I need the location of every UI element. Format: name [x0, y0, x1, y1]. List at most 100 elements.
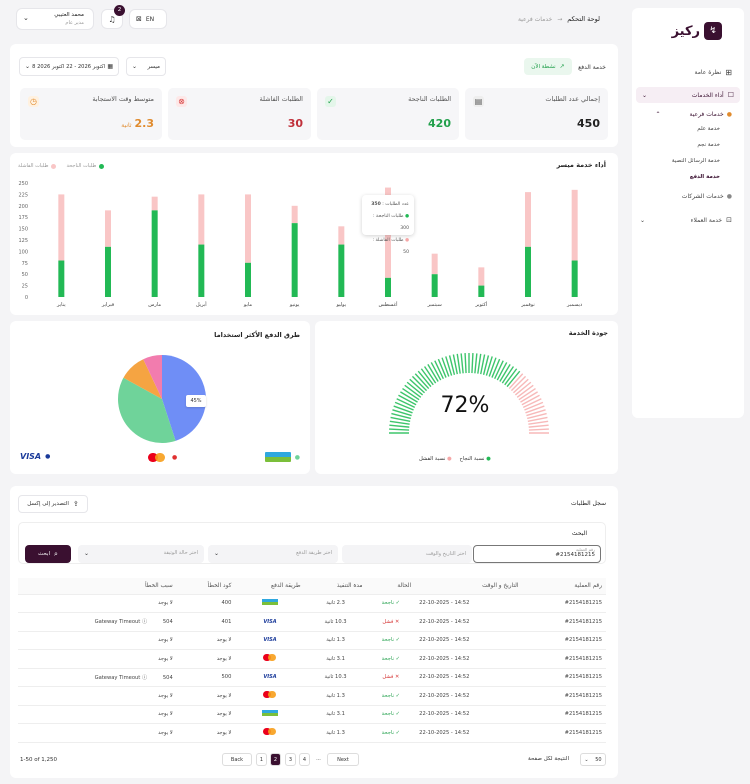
table-row[interactable]: #2154181215 22-10-2025 - 14:52 ✕ فشل 10.3 ث…: [18, 612, 606, 632]
chevron-down-icon: ⌄: [25, 63, 31, 70]
bar-failed[interactable]: [338, 226, 345, 245]
table-row[interactable]: #2154181215 22-10-2025 - 14:52 ✓ ناجحة 3.1 …: [18, 705, 606, 724]
page-button[interactable]: 2: [270, 753, 281, 766]
table-row[interactable]: #2154181215 22-10-2025 - 14:52 ✓ ناجحة 2.3 …: [18, 594, 606, 613]
translate-icon: ⊠: [136, 15, 142, 23]
bar-failed[interactable]: [478, 267, 485, 286]
sidebar-item-elm[interactable]: خدمة علم: [697, 126, 720, 132]
info-icon[interactable]: ⓘ: [142, 674, 148, 681]
column-header[interactable]: مدة التنفيذ: [304, 578, 367, 595]
page-button[interactable]: 4: [299, 753, 310, 766]
back-button[interactable]: Back: [222, 753, 252, 766]
column-header[interactable]: الحالة: [366, 578, 416, 595]
provider-select[interactable]: ⌄ ميسر: [126, 57, 166, 76]
legend-dot: ●: [172, 454, 178, 461]
pie-slice[interactable]: [162, 355, 206, 441]
column-header[interactable]: سبب الخطأ: [18, 578, 177, 595]
sidebar-item-customers[interactable]: ⊡ خدمة العملاء ⌄: [640, 216, 732, 224]
bar-failed[interactable]: [105, 210, 111, 247]
table-row[interactable]: #2154181215 22-10-2025 - 14:52 ✓ ناجحة 3.1 …: [18, 649, 606, 669]
grid-icon: ⊞: [725, 68, 732, 77]
sidebar-item-sms[interactable]: خدمة الرسائل النصية: [671, 158, 720, 164]
cell-error-reason: لا يوجد: [18, 594, 177, 613]
transaction-id-input[interactable]: رقم العملية #2154181215: [473, 545, 601, 563]
gauge-tick: [491, 358, 501, 378]
bar-success[interactable]: [478, 285, 485, 297]
gauge-tick: [499, 364, 511, 382]
gauge-tick: [516, 384, 534, 398]
column-header[interactable]: رقم العملية: [522, 578, 606, 595]
table-row[interactable]: #2154181215 22-10-2025 - 14:52 ✕ فشل 10.3 ث…: [18, 668, 606, 687]
export-button[interactable]: ⇪ التصدير إلى إكسل: [18, 495, 88, 513]
page-button[interactable]: 1: [256, 753, 267, 766]
cell-error-reason: 504 Gateway Timeout ⓘ: [18, 612, 177, 632]
status-select[interactable]: اختر حالة الوثيقة ⌄: [78, 545, 204, 563]
date-range-picker[interactable]: ⌄ 8 اكتوبر 2026 - 22 اكتوبر 2026 ▦: [19, 57, 119, 76]
breadcrumb-current[interactable]: لوحة التحكم: [567, 15, 600, 23]
sidebar-item-najm[interactable]: خدمة نجم: [697, 142, 720, 148]
user-menu[interactable]: ⌄ محمد العتيبي مدير عام: [16, 8, 94, 30]
bar-failed[interactable]: [245, 194, 251, 263]
bar-failed[interactable]: [58, 194, 65, 261]
bar-success[interactable]: [385, 277, 391, 297]
sidebar-item-payment[interactable]: خدمة الدفع: [689, 174, 720, 180]
bar-failed[interactable]: [198, 194, 205, 245]
notification-button[interactable]: ♫ 2: [101, 5, 125, 29]
pie-slice[interactable]: [123, 359, 162, 399]
cell-datetime: 22-10-2025 - 14:52: [415, 723, 523, 743]
bar-failed[interactable]: [431, 253, 438, 275]
bar-success[interactable]: [198, 244, 205, 297]
cell-error-reason: لا يوجد: [18, 649, 177, 669]
per-page-select[interactable]: ⌄ 50: [580, 753, 606, 766]
bar-success[interactable]: [338, 244, 345, 297]
bar-success[interactable]: [151, 210, 158, 297]
sidebar-item-subservices[interactable]: ● خدمات فرعية ⌃: [655, 111, 732, 118]
gauge-tick: [427, 364, 439, 382]
bar-success[interactable]: [245, 262, 251, 297]
gauge-tick: [528, 420, 549, 425]
breadcrumb-sub[interactable]: خدمات فرعية: [517, 15, 553, 23]
table-row[interactable]: #2154181215 22-10-2025 - 14:52 ✓ ناجحة 1.3 …: [18, 686, 606, 706]
bar-success[interactable]: [525, 246, 531, 297]
cell-error-reason: لا يوجد: [18, 723, 177, 743]
sidebar-item-companies[interactable]: ● خدمات الشركات: [681, 193, 732, 200]
cell-status: ✓ ناجحة: [366, 594, 416, 613]
info-icon[interactable]: ⓘ: [142, 619, 148, 626]
bar-failed[interactable]: [151, 196, 158, 211]
column-header[interactable]: طريقة الدفع: [235, 578, 305, 595]
date-time-select[interactable]: اختر التاريخ والوقت: [342, 545, 472, 563]
bar-success[interactable]: [571, 260, 578, 297]
table-row[interactable]: #2154181215 22-10-2025 - 14:52 ✓ ناجحة 1.3 …: [18, 631, 606, 650]
column-header[interactable]: كود الخطأ: [176, 578, 236, 595]
bar-failed[interactable]: [571, 189, 578, 261]
gauge-legend: ● نسبة النجاح ● نسبة الفشل: [419, 456, 491, 462]
language-button[interactable]: ⊠ EN: [129, 9, 167, 29]
pagination-range: 1-50 of 1,250: [20, 757, 58, 763]
bar-success[interactable]: [431, 274, 438, 297]
column-header[interactable]: التاريخ و الوقت: [415, 578, 523, 595]
cell-status: ✓ ناجحة: [366, 649, 416, 669]
cell-datetime: 22-10-2025 - 14:52: [415, 631, 523, 650]
bar-success[interactable]: [58, 260, 65, 297]
page-button[interactable]: 3: [285, 753, 296, 766]
gauge-tick: [482, 355, 490, 375]
pie-slice[interactable]: [143, 355, 162, 399]
table-row[interactable]: #2154181215 22-10-2025 - 14:52 ✓ ناجحة 1.3 …: [18, 723, 606, 743]
bar-success[interactable]: [291, 223, 298, 297]
sidebar-item-overview[interactable]: ⊞ نظرة عامة: [694, 68, 733, 77]
x-tick-label: فبراير: [101, 302, 115, 308]
gauge-tick: [528, 424, 549, 428]
next-button[interactable]: Next: [327, 753, 359, 766]
bar-failed[interactable]: [525, 192, 531, 247]
bar-failed[interactable]: [291, 205, 298, 224]
cell-id: #2154181215: [522, 649, 606, 669]
gauge-tick: [524, 401, 544, 411]
sidebar-item-performance[interactable]: ☐ أداء الخدمات ⌄: [636, 87, 740, 103]
page-button[interactable]: ...: [316, 756, 321, 762]
pie-slice[interactable]: [117, 377, 176, 443]
search-button[interactable]: ⌕ ابحث: [25, 545, 71, 563]
stat-failed: ⊗ الطلبات الفاشلة 30: [168, 88, 311, 140]
payment-method-select[interactable]: اختر طريقة الدفع ⌄: [208, 545, 338, 563]
bar-success[interactable]: [105, 246, 111, 297]
cell-status: ✓ ناجحة: [366, 705, 416, 724]
